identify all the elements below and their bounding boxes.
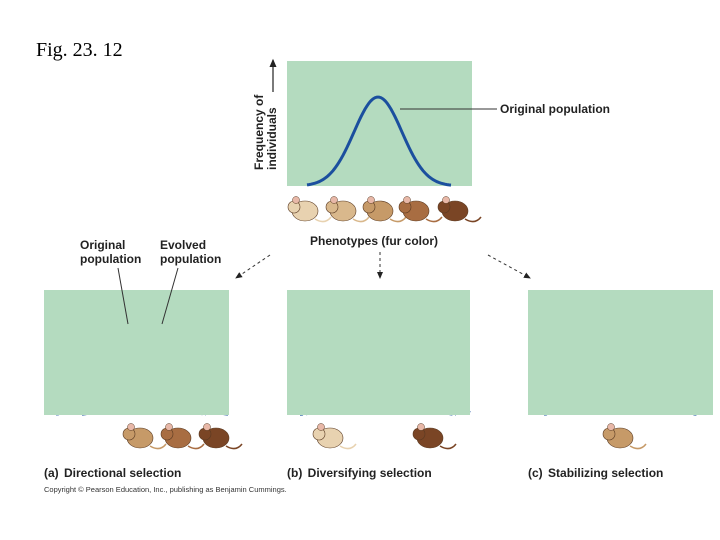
mouse-icon xyxy=(160,423,205,450)
mouse-ear xyxy=(607,423,615,431)
label-line: Frequency of xyxy=(252,94,266,170)
panel-letter: (a) xyxy=(44,466,59,480)
mouse-ear xyxy=(330,196,338,204)
mouse-icon xyxy=(198,423,243,450)
label-line: individuals xyxy=(265,107,279,170)
figure-label: Fig. 23. 12 xyxy=(36,39,123,61)
panel-background xyxy=(287,290,470,415)
mouse-tail xyxy=(389,216,407,223)
evolved-label: Evolved population xyxy=(160,238,221,266)
panel-caption: (a) Directional selection xyxy=(44,466,181,480)
mouse-tail xyxy=(225,443,243,450)
mouse-tail xyxy=(629,443,647,450)
caption: Stabilizing selection xyxy=(548,466,663,480)
mouse-tail xyxy=(425,216,443,223)
panel-letter: (c) xyxy=(528,466,543,480)
mouse-tail xyxy=(314,216,332,223)
arrow xyxy=(235,254,271,279)
mouse-icon xyxy=(287,196,332,223)
mouse-ear xyxy=(127,423,135,431)
mouse-ear xyxy=(165,423,173,431)
mouse-tail xyxy=(439,443,457,450)
mice xyxy=(122,196,647,450)
leader-line xyxy=(117,267,129,325)
mouse-icon xyxy=(412,423,457,450)
mouse-icon xyxy=(362,196,407,223)
mouse-icon xyxy=(602,423,647,450)
label-line: population xyxy=(80,252,141,266)
mouse-ear xyxy=(442,196,450,204)
mouse-tail xyxy=(464,216,482,223)
mouse-icon xyxy=(398,196,443,223)
caption: Directional selection xyxy=(64,466,181,480)
leader-line xyxy=(161,267,179,325)
original-label: Original population xyxy=(80,238,141,266)
panel-background xyxy=(287,61,472,186)
label-line: Original xyxy=(80,238,125,252)
mouse-ear xyxy=(403,196,411,204)
label-line: Evolved xyxy=(160,238,206,252)
caption: Diversifying selection xyxy=(308,466,432,480)
panel-background xyxy=(528,290,713,415)
mouse-ear xyxy=(317,423,325,431)
x-axis-label: Phenotypes (fur color) xyxy=(310,234,438,248)
mouse-icon xyxy=(312,423,357,450)
panel-caption: (b) Diversifying selection xyxy=(287,466,432,480)
copyright: Copyright © Pearson Education, Inc., pub… xyxy=(44,485,287,494)
mouse-tail xyxy=(187,443,205,450)
mouse-ear xyxy=(203,423,211,431)
label-line: population xyxy=(160,252,221,266)
y-axis-label: Frequency of individuals xyxy=(252,91,279,170)
mouse-icon xyxy=(325,196,370,223)
mouse-tail xyxy=(352,216,370,223)
mouse-ear xyxy=(292,196,300,204)
mouse-ear xyxy=(417,423,425,431)
curve-label: Original population xyxy=(500,102,610,116)
mouse-tail xyxy=(149,443,167,450)
mouse-icon xyxy=(437,196,482,223)
mouse-ear xyxy=(367,196,375,204)
curve xyxy=(306,95,452,187)
panel-background xyxy=(44,290,229,415)
mouse-icon xyxy=(122,423,167,450)
panel-letter: (b) xyxy=(287,466,302,480)
arrow xyxy=(487,254,531,279)
panel-caption: (c) Stabilizing selection xyxy=(528,466,663,480)
mouse-tail xyxy=(339,443,357,450)
